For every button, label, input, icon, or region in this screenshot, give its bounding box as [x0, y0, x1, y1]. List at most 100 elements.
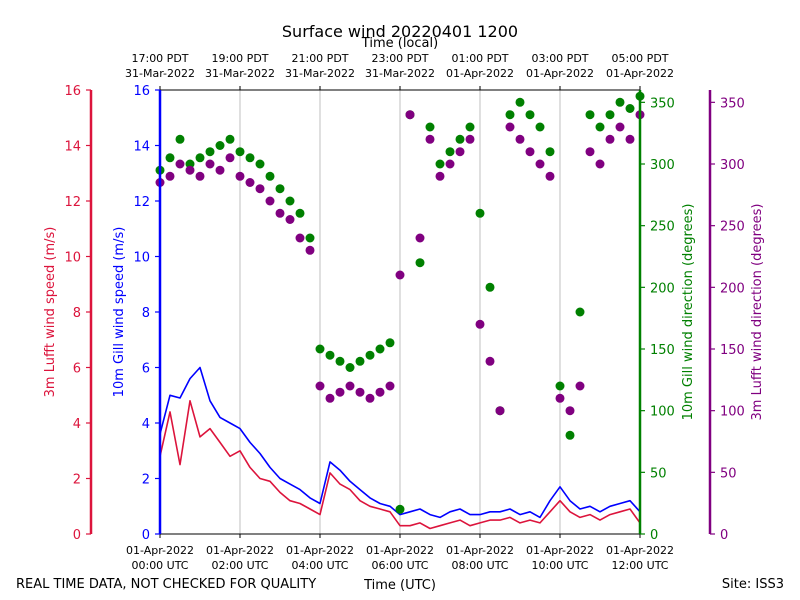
lufft-direction-tick-label: 150 [720, 343, 745, 358]
lufft-direction-point [245, 178, 255, 187]
gill-direction-tick-label: 50 [650, 466, 667, 481]
gill-direction-point [255, 159, 265, 169]
lufft-direction-point [505, 122, 515, 132]
lufft-direction-point [615, 122, 625, 132]
lufft-direction-point [325, 393, 335, 403]
gill-direction-point [335, 356, 345, 366]
lufft-direction-point [605, 134, 615, 144]
x-tick-utc-date: 01-Apr-2022 [606, 544, 674, 557]
x-tick-utc-time: 02:00 UTC [211, 559, 268, 572]
lufft-direction-point [535, 159, 545, 169]
lufft-direction-point [165, 171, 175, 181]
lufft-speed-tick-label: 6 [73, 362, 81, 377]
gill-direction-point [245, 153, 255, 163]
gill-direction-point [175, 134, 185, 144]
x-tick-utc-date: 01-Apr-2022 [126, 544, 194, 557]
lufft-direction-point [295, 233, 305, 243]
top-axis-label: Time (local) [361, 36, 438, 51]
lufft-direction-point [585, 147, 595, 157]
x-tick-local-time: 21:00 PDT [291, 52, 348, 65]
lufft-direction-point [575, 381, 585, 391]
lufft-direction-tick-label: 0 [720, 528, 728, 543]
lufft-direction-point [555, 393, 565, 403]
gill-direction-tick-label: 250 [650, 220, 675, 235]
gill-direction-tick-label: 0 [650, 528, 658, 543]
lufft-direction-point [175, 159, 185, 169]
gill-direction-tick-label: 300 [650, 158, 675, 173]
x-tick-utc-time: 08:00 UTC [451, 559, 508, 572]
lufft-direction-tick-label: 200 [720, 281, 745, 296]
gill-speed-tick-label: 10 [133, 251, 150, 266]
x-tick-local-time: 05:00 PDT [611, 52, 668, 65]
gill-direction-point [165, 153, 175, 163]
x-tick-utc-time: 10:00 UTC [531, 559, 588, 572]
lufft-speed-axis-label: 3m Lufft wind speed (m/s) [43, 227, 58, 398]
gill-speed-line [159, 366, 641, 519]
lufft-direction-point [235, 171, 245, 181]
lufft-direction-point [405, 110, 415, 120]
lufft-speed-tick-label: 10 [64, 251, 81, 266]
lufft-direction-point [595, 159, 605, 169]
lufft-direction-point [285, 215, 295, 224]
lufft-direction-point [265, 196, 275, 206]
gill-speed-tick-label: 2 [142, 473, 150, 488]
lufft-direction-point [425, 134, 435, 144]
gill-direction-point [235, 147, 245, 157]
lufft-direction-tick-label: 50 [720, 466, 737, 481]
lufft-direction-point [565, 406, 575, 416]
x-tick-utc-time: 00:00 UTC [131, 559, 188, 572]
x-tick-local-date: 31-Mar-2022 [365, 67, 435, 80]
lufft-speed-tick-label: 8 [73, 306, 81, 321]
gill-direction-point [585, 110, 595, 120]
x-tick-local-time: 19:00 PDT [211, 52, 268, 65]
gill-speed-axis-label: 10m Gill wind speed (m/s) [112, 227, 127, 398]
lufft-direction-point [485, 356, 495, 366]
lufft-direction-point [465, 134, 475, 144]
gill-direction-point [535, 122, 545, 132]
gill-direction-tick-label: 350 [650, 96, 675, 111]
gill-speed-tick-label: 4 [142, 417, 150, 432]
x-tick-utc-date: 01-Apr-2022 [206, 544, 274, 557]
gill-speed-tick-label: 0 [142, 528, 150, 543]
gill-direction-point [425, 122, 435, 132]
gill-speed-tick-label: 12 [133, 195, 150, 210]
gill-speed-tick-label: 16 [133, 84, 150, 99]
gill-direction-point [415, 258, 425, 268]
lufft-direction-point [305, 245, 315, 255]
lufft-direction-point [475, 319, 485, 329]
x-tick-utc-date: 01-Apr-2022 [526, 544, 594, 557]
lufft-direction-point [355, 387, 365, 397]
x-tick-utc-date: 01-Apr-2022 [286, 544, 354, 557]
lufft-direction-point [625, 134, 635, 144]
footer-quality-note: REAL TIME DATA, NOT CHECKED FOR QUALITY [16, 577, 316, 592]
gill-direction-point [205, 147, 215, 157]
x-tick-local-date: 01-Apr-2022 [606, 67, 674, 80]
x-tick-local-date: 31-Mar-2022 [125, 67, 195, 80]
lufft-direction-tick-label: 350 [720, 96, 745, 111]
gill-direction-point [355, 356, 365, 366]
x-tick-local-date: 01-Apr-2022 [446, 67, 514, 80]
gill-direction-point [215, 141, 225, 150]
gill-direction-axis-label: 10m Gill wind direction (degrees) [681, 204, 696, 421]
x-tick-local-date: 31-Mar-2022 [285, 67, 355, 80]
lufft-direction-point [225, 153, 235, 163]
gill-direction-point [365, 350, 375, 360]
lufft-direction-point [255, 184, 265, 194]
lufft-direction-point [515, 134, 525, 144]
gill-direction-tick-label: 200 [650, 281, 675, 296]
gill-direction-point [545, 147, 555, 157]
gill-direction-point [465, 122, 475, 132]
lufft-direction-point [315, 381, 325, 391]
lufft-direction-point [455, 147, 465, 157]
gill-direction-point [295, 208, 305, 218]
gill-direction-point [485, 282, 495, 292]
x-tick-utc-time: 04:00 UTC [291, 559, 348, 572]
x-tick-utc-time: 12:00 UTC [611, 559, 668, 572]
gill-direction-point [525, 110, 535, 120]
gill-direction-point [565, 430, 575, 440]
lufft-speed-tick-label: 16 [64, 84, 81, 99]
gill-direction-point [515, 97, 525, 107]
gill-speed-tick-label: 14 [133, 140, 150, 155]
gill-direction-point [505, 110, 515, 120]
gill-direction-point [385, 338, 395, 348]
